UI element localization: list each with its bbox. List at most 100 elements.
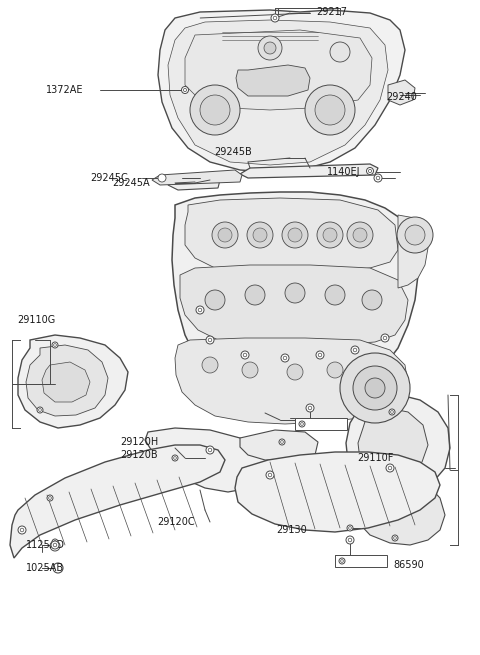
Circle shape	[48, 496, 51, 499]
Polygon shape	[42, 362, 90, 402]
Circle shape	[52, 342, 58, 348]
Circle shape	[362, 290, 382, 310]
Circle shape	[202, 357, 218, 373]
Circle shape	[253, 228, 267, 242]
Circle shape	[266, 471, 274, 479]
Circle shape	[392, 535, 398, 541]
Circle shape	[305, 85, 355, 135]
Polygon shape	[168, 20, 388, 165]
Text: 29130: 29130	[276, 525, 307, 535]
Circle shape	[243, 353, 247, 357]
Circle shape	[205, 290, 225, 310]
Text: 29240: 29240	[386, 92, 417, 102]
Circle shape	[389, 409, 395, 415]
Polygon shape	[172, 192, 418, 402]
Circle shape	[397, 217, 433, 253]
Circle shape	[348, 538, 352, 542]
Circle shape	[405, 225, 425, 245]
Circle shape	[283, 356, 287, 360]
Circle shape	[347, 525, 353, 531]
Polygon shape	[168, 175, 220, 190]
Circle shape	[325, 285, 345, 305]
Polygon shape	[158, 10, 405, 172]
Circle shape	[391, 411, 393, 413]
Circle shape	[174, 457, 176, 459]
FancyBboxPatch shape	[335, 555, 387, 567]
Circle shape	[317, 222, 343, 248]
Polygon shape	[26, 345, 108, 416]
Circle shape	[386, 464, 394, 472]
Circle shape	[318, 353, 322, 357]
Circle shape	[394, 536, 396, 539]
Circle shape	[323, 228, 337, 242]
Circle shape	[245, 285, 265, 305]
Text: 29120C: 29120C	[157, 517, 194, 527]
Text: 29120B: 29120B	[120, 450, 157, 460]
Circle shape	[367, 168, 373, 174]
Polygon shape	[145, 428, 268, 492]
Polygon shape	[175, 338, 408, 424]
Text: 1125AD: 1125AD	[26, 540, 65, 550]
Circle shape	[183, 88, 187, 92]
Polygon shape	[185, 30, 372, 110]
Polygon shape	[388, 80, 415, 105]
Circle shape	[279, 439, 285, 445]
Polygon shape	[358, 408, 428, 476]
Text: 29217: 29217	[316, 7, 347, 17]
Text: 29120H: 29120H	[120, 437, 158, 447]
Circle shape	[351, 346, 359, 354]
Circle shape	[241, 351, 249, 359]
Circle shape	[348, 527, 351, 529]
FancyBboxPatch shape	[295, 418, 347, 430]
Circle shape	[327, 362, 343, 378]
Circle shape	[208, 448, 212, 452]
Polygon shape	[350, 468, 445, 545]
Circle shape	[206, 336, 214, 344]
Polygon shape	[398, 215, 428, 288]
Circle shape	[308, 406, 312, 410]
Polygon shape	[18, 335, 128, 428]
Circle shape	[208, 338, 212, 342]
Circle shape	[339, 558, 345, 564]
Circle shape	[353, 228, 367, 242]
Circle shape	[281, 441, 283, 443]
Text: 1025AB: 1025AB	[26, 563, 64, 573]
Circle shape	[346, 536, 354, 544]
Polygon shape	[240, 164, 378, 178]
Circle shape	[347, 222, 373, 248]
Circle shape	[39, 409, 41, 411]
Polygon shape	[346, 395, 450, 494]
Polygon shape	[236, 65, 310, 96]
Polygon shape	[10, 445, 225, 558]
Text: 29110F: 29110F	[357, 453, 394, 463]
Text: 86590: 86590	[309, 422, 340, 432]
Circle shape	[281, 354, 289, 362]
Circle shape	[54, 344, 56, 346]
Polygon shape	[185, 198, 398, 274]
Circle shape	[196, 306, 204, 314]
Circle shape	[51, 541, 59, 549]
Circle shape	[288, 228, 302, 242]
Circle shape	[374, 174, 382, 182]
Circle shape	[383, 336, 387, 340]
Circle shape	[258, 36, 282, 60]
Polygon shape	[152, 170, 242, 185]
Circle shape	[341, 559, 343, 563]
Circle shape	[285, 283, 305, 303]
Circle shape	[37, 407, 43, 413]
Polygon shape	[240, 430, 318, 460]
Circle shape	[53, 563, 63, 573]
Circle shape	[353, 366, 397, 410]
Circle shape	[376, 176, 380, 180]
Circle shape	[299, 421, 305, 427]
Circle shape	[198, 309, 202, 312]
Circle shape	[287, 364, 303, 380]
Circle shape	[271, 14, 279, 22]
Circle shape	[52, 539, 58, 545]
Text: 29110G: 29110G	[17, 315, 55, 325]
Text: 1140EJ: 1140EJ	[327, 167, 360, 177]
Text: 29245C: 29245C	[90, 173, 128, 183]
Polygon shape	[235, 452, 440, 532]
Circle shape	[212, 222, 238, 248]
Circle shape	[50, 541, 60, 551]
